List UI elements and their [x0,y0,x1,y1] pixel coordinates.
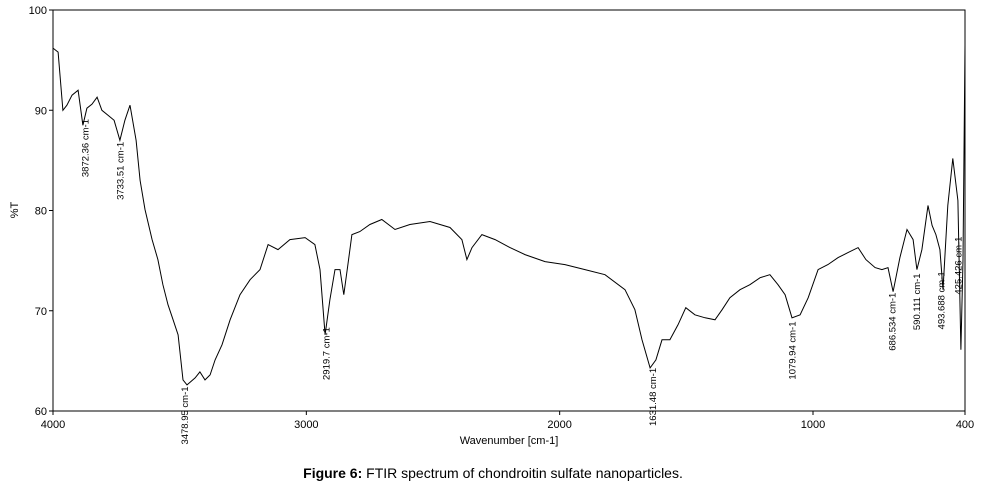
peak-label: 590.111 cm-1 [912,273,923,330]
y-tick-label: 60 [35,406,47,418]
y-axis-title: %T [9,201,21,218]
y-tick-label: 70 [35,306,47,318]
x-tick-label: 1000 [801,419,825,431]
y-tick-label: 90 [35,105,47,117]
x-tick-label: 400 [956,419,974,431]
spectrum-line [52,45,966,386]
caption-label: Figure 6: [303,465,362,481]
x-tick-label: 4000 [41,419,65,431]
caption: Figure 6: FTIR spectrum of chondroitin s… [303,465,683,481]
x-axis-title: Wavenumber [cm-1] [460,435,559,447]
caption-text: FTIR spectrum of chondroitin sulfate nan… [366,465,683,481]
y-tick-label: 100 [29,5,47,17]
peak-label: 3733.51 cm-1 [116,142,127,200]
peak-label: 686.534 cm-1 [887,293,898,351]
peak-label: 3872.36 cm-1 [80,119,91,177]
x-tick-label: 3000 [294,419,318,431]
peak-label: 493.688 cm-1 [936,271,947,329]
plot-frame [52,9,966,412]
peak-label: 3478.95 cm-1 [180,386,191,444]
peak-label: 1631.48 cm-1 [648,368,659,426]
y-tick-label: 80 [35,206,47,218]
peak-label: 425.426 cm-1 [954,237,965,295]
peak-label: 2919.7 cm-1 [322,327,333,380]
peak-label: 1079.94 cm-1 [788,321,799,379]
x-tick-label: 2000 [547,419,571,431]
